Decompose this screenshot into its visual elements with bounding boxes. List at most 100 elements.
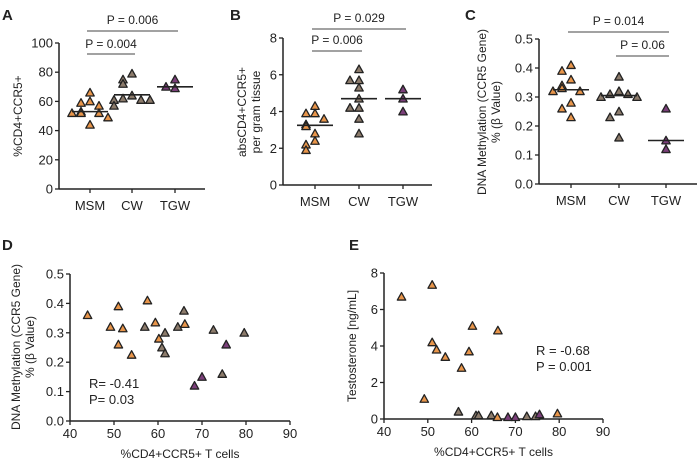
data-point bbox=[109, 100, 119, 110]
data-point bbox=[427, 337, 438, 347]
data-point bbox=[503, 412, 513, 422]
y-axis-label: %CD4+CCR5+ bbox=[11, 75, 25, 156]
x-tick-label: CW bbox=[608, 193, 630, 208]
data-point bbox=[354, 128, 364, 138]
data-point bbox=[396, 291, 407, 301]
x-tick-label: CW bbox=[348, 194, 370, 209]
data-point bbox=[614, 132, 624, 142]
data-point bbox=[172, 322, 183, 331]
data-point bbox=[398, 84, 408, 94]
data-point bbox=[310, 101, 320, 110]
y-tick-label: 20 bbox=[39, 152, 53, 167]
data-point bbox=[492, 412, 503, 422]
stat-label: R = -0.68 bbox=[536, 343, 590, 358]
data-point bbox=[113, 301, 124, 311]
data-point bbox=[179, 319, 190, 328]
data-point bbox=[217, 369, 228, 378]
p-value-label: P = 0.014 bbox=[593, 14, 645, 28]
data-point bbox=[76, 108, 86, 118]
data-point bbox=[427, 280, 438, 289]
y-tick-label: 60 bbox=[39, 94, 53, 109]
data-point bbox=[354, 82, 364, 92]
data-point bbox=[139, 322, 150, 331]
y-axis-label: Testosterone [ng/mL] bbox=[345, 290, 359, 402]
data-point bbox=[632, 92, 642, 102]
data-point bbox=[310, 128, 320, 138]
data-point bbox=[552, 408, 563, 418]
data-point bbox=[456, 363, 467, 372]
y-tick-label: 80 bbox=[39, 65, 53, 80]
stat-label: P = 0.001 bbox=[536, 359, 592, 374]
data-point bbox=[160, 348, 170, 358]
p-value-label: P = 0.029 bbox=[333, 11, 385, 25]
panel-b: B 0 2 4 6 8 absCD4+CCR5+per gram tissue MSM CW TG… bbox=[230, 7, 432, 209]
y-tick-label: 4 bbox=[371, 339, 378, 354]
data-point bbox=[67, 108, 77, 118]
x-tick-label: MSM bbox=[300, 194, 330, 209]
x-tick-label: CW bbox=[121, 198, 143, 213]
data-point bbox=[354, 75, 364, 85]
y-tick-label: 0.3 bbox=[46, 325, 64, 340]
data-point bbox=[179, 305, 189, 315]
panel-c: C 0.0 0.1 0.2 0.3 0.4 0.5 DNA Methylation (CCR5… bbox=[465, 7, 697, 208]
y-tick-label: 8 bbox=[270, 31, 277, 46]
data-point bbox=[319, 114, 329, 123]
data-point bbox=[157, 342, 167, 352]
data-point bbox=[440, 352, 451, 361]
data-point bbox=[103, 112, 113, 122]
x-tick-label: MSM bbox=[556, 193, 586, 208]
data-point bbox=[85, 119, 95, 129]
x-tick-label: MSM bbox=[75, 198, 105, 213]
data-point bbox=[105, 322, 116, 331]
data-point bbox=[453, 406, 464, 416]
x-tick-label: 60 bbox=[464, 424, 478, 439]
panel-letter: D bbox=[2, 237, 13, 254]
data-point bbox=[345, 102, 355, 112]
x-tick-label: 60 bbox=[151, 426, 165, 441]
data-point bbox=[431, 344, 442, 354]
y-tick-label: 0.2 bbox=[46, 355, 64, 370]
data-point bbox=[557, 66, 567, 75]
data-point bbox=[354, 114, 364, 123]
data-point bbox=[150, 317, 161, 327]
data-point bbox=[534, 409, 545, 419]
data-point bbox=[575, 86, 585, 96]
y-tick-label: 0.2 bbox=[515, 119, 533, 134]
data-point bbox=[127, 68, 137, 78]
panel-letter: B bbox=[230, 7, 241, 24]
data-point bbox=[221, 339, 232, 349]
data-point bbox=[661, 103, 671, 113]
y-tick-label: 2 bbox=[270, 141, 277, 156]
y-axis-label: DNA Methylation (CCR5 Gene)% (β Value) bbox=[475, 29, 503, 195]
y-tick-label: 4 bbox=[270, 104, 277, 119]
x-tick-label: 70 bbox=[195, 426, 209, 441]
panel-letter: A bbox=[2, 7, 13, 24]
data-point bbox=[208, 325, 219, 334]
p-value-label: P = 0.004 bbox=[85, 37, 137, 51]
y-tick-label: 0.0 bbox=[515, 177, 533, 192]
p-value-label: P = 0.006 bbox=[107, 13, 159, 27]
y-tick-label: 0.1 bbox=[515, 148, 533, 163]
x-tick-label: 50 bbox=[107, 426, 121, 441]
x-tick-label: 90 bbox=[596, 424, 610, 439]
data-point bbox=[566, 112, 576, 122]
stat-label: R= -0.41 bbox=[89, 376, 139, 391]
data-point bbox=[557, 103, 567, 113]
data-point bbox=[85, 96, 95, 106]
data-point bbox=[398, 106, 408, 116]
data-point bbox=[160, 327, 170, 337]
data-point bbox=[661, 144, 671, 154]
x-tick-label: TGW bbox=[160, 198, 191, 213]
panel-letter: E bbox=[349, 237, 359, 254]
data-point bbox=[117, 323, 128, 333]
data-point bbox=[566, 97, 576, 107]
data-point bbox=[170, 83, 180, 93]
p-value-label: P = 0.006 bbox=[311, 33, 363, 47]
data-point bbox=[354, 64, 364, 74]
data-point bbox=[94, 108, 104, 118]
data-point bbox=[145, 95, 155, 104]
data-point bbox=[126, 349, 137, 359]
y-tick-label: 0 bbox=[46, 182, 53, 197]
y-tick-label: 0.3 bbox=[515, 90, 533, 105]
data-point bbox=[118, 79, 128, 88]
